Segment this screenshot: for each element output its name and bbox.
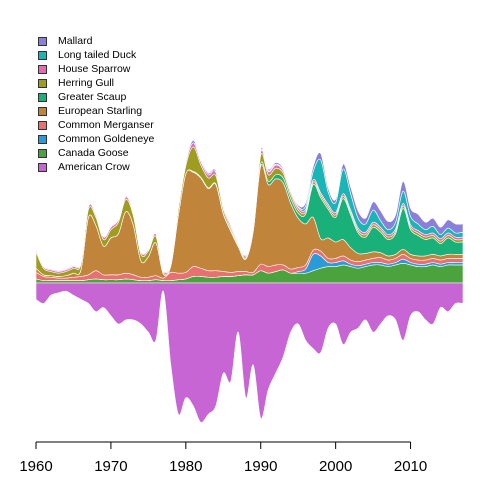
legend-swatch	[38, 134, 47, 144]
legend-item: Common Merganser	[38, 118, 154, 132]
legend-label: Common Merganser	[58, 119, 154, 131]
x-tick-label-2000: 2000	[319, 458, 352, 475]
legend-item: House Sparrow	[38, 62, 154, 76]
x-tick-label-1980: 1980	[169, 458, 202, 475]
legend-label: House Sparrow	[58, 63, 131, 75]
legend-item: Long tailed Duck	[38, 48, 154, 62]
legend: Mallard Long tailed Duck House Sparrow Herr…	[38, 34, 154, 174]
stream-layer-american-crow	[35, 282, 464, 423]
legend-item: Mallard	[38, 34, 154, 48]
stream-layers	[35, 140, 464, 423]
legend-item: Canada Goose	[38, 146, 154, 160]
legend-item: Common Goldeneye	[38, 132, 154, 146]
legend-swatch	[38, 50, 47, 60]
legend-label: European Starling	[58, 105, 143, 117]
legend-label: Long tailed Duck	[58, 49, 137, 61]
legend-swatch	[38, 148, 47, 158]
x-tick-label-1960: 1960	[19, 458, 52, 475]
legend-swatch	[38, 36, 47, 46]
legend-item: Herring Gull	[38, 76, 154, 90]
legend-swatch	[38, 78, 47, 88]
legend-label: Canada Goose	[58, 147, 129, 159]
legend-swatch	[38, 162, 47, 172]
x-tick-label-1990: 1990	[244, 458, 277, 475]
x-tick-label-2010: 2010	[394, 458, 427, 475]
legend-item: American Crow	[38, 160, 154, 174]
x-tick-label-1970: 1970	[94, 458, 127, 475]
legend-label: Herring Gull	[58, 77, 115, 89]
legend-swatch	[38, 106, 47, 116]
x-axis: 1960 1970 1980 1990 2000 2010	[19, 441, 427, 475]
legend-item: European Starling	[38, 104, 154, 118]
legend-swatch	[38, 64, 47, 74]
legend-label: Mallard	[58, 35, 93, 47]
legend-swatch	[38, 92, 47, 102]
stream-layer-mallard	[35, 140, 464, 274]
legend-label: Common Goldeneye	[58, 133, 155, 145]
legend-label: Greater Scaup	[58, 91, 127, 103]
legend-label: American Crow	[58, 161, 130, 173]
legend-item: Greater Scaup	[38, 90, 154, 104]
legend-swatch	[38, 120, 47, 130]
